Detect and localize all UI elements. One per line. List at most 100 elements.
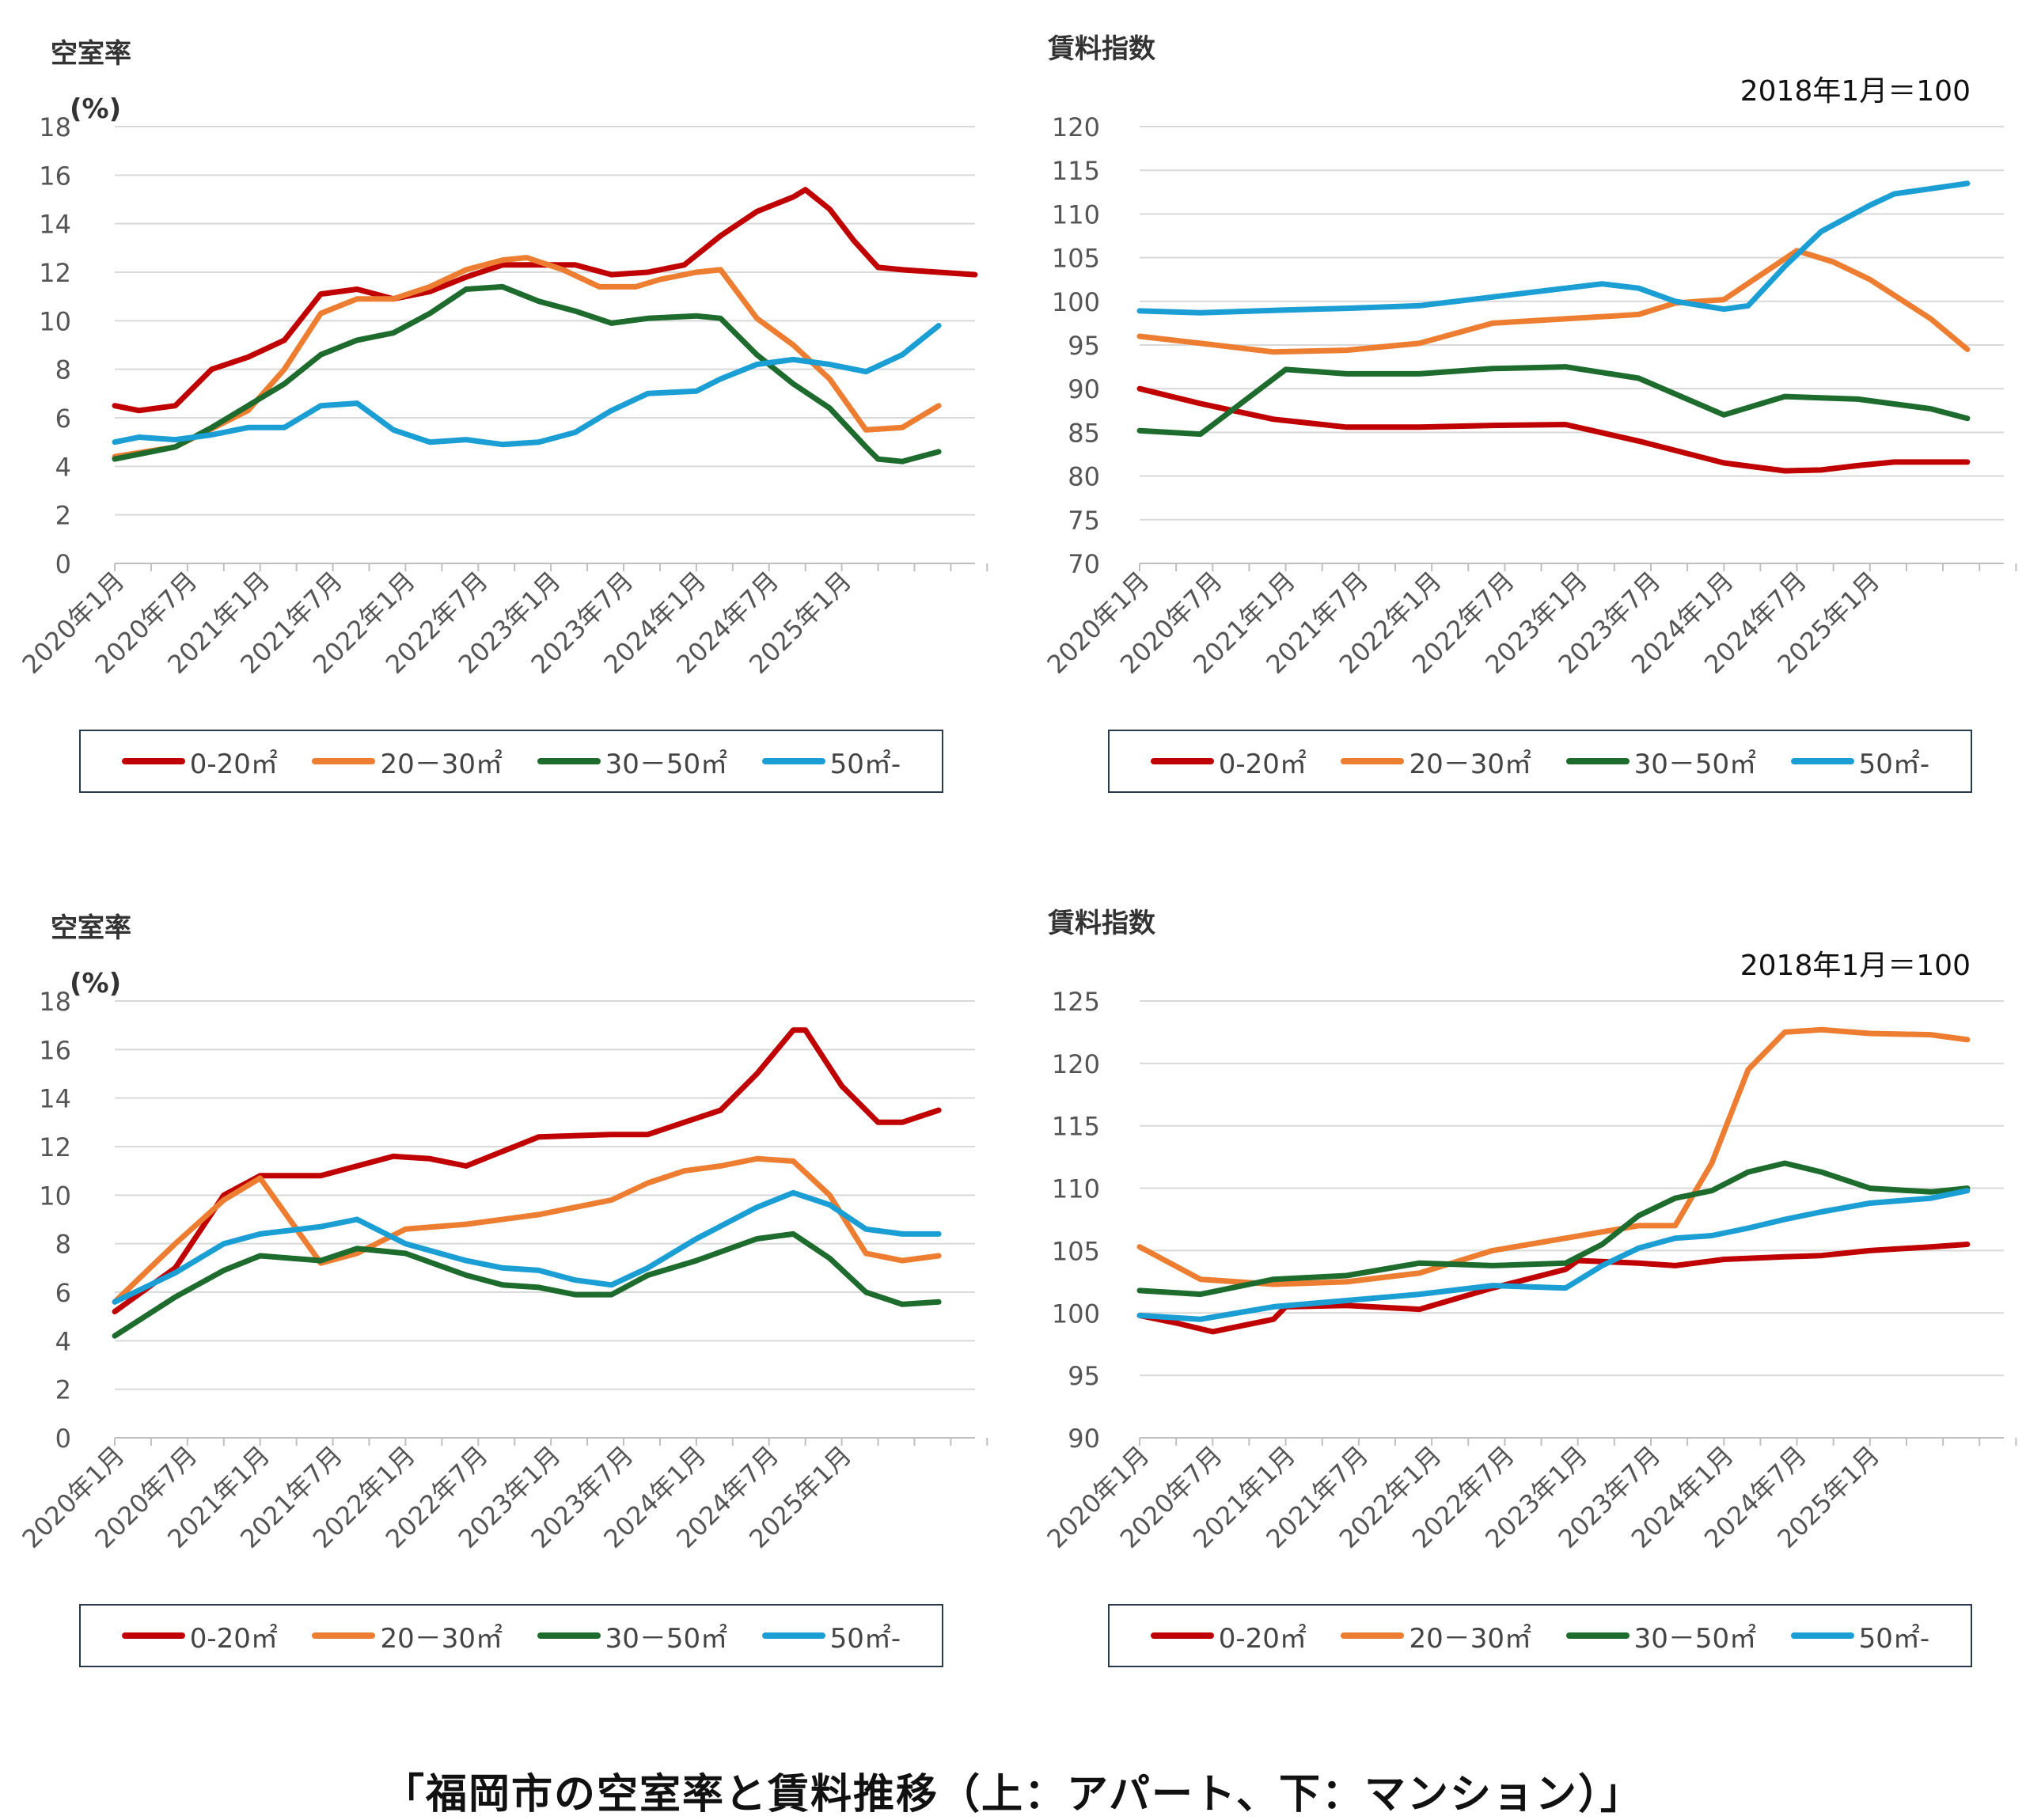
- legend-item: 30－50㎡: [537, 742, 728, 781]
- y-tick-label: 115: [1052, 156, 1100, 186]
- y-tick-label: 110: [1052, 1174, 1100, 1204]
- legend-item: 30－50㎡: [537, 1617, 728, 1655]
- y-tick-label: 2: [55, 1375, 71, 1405]
- legend-item: 30－50㎡: [1565, 742, 1757, 781]
- legend-swatch: [1565, 758, 1630, 764]
- legend-label: 0-20㎡: [1218, 1622, 1307, 1655]
- legend-swatch: [1341, 758, 1405, 764]
- y-tick-label: 110: [1052, 199, 1100, 229]
- legend-label: 50㎡-: [1858, 748, 1930, 780]
- legend-swatch: [121, 758, 185, 764]
- legend-item: 0-20㎡: [1150, 1617, 1307, 1655]
- y-tick-label: 6: [55, 1278, 71, 1308]
- legend-swatch: [1150, 758, 1214, 764]
- legend-swatch: [537, 1632, 601, 1639]
- panel-apt-vacancy: 空室率 (%) 0 2 4 6 8 10 12 14 16 18 2020年1月 2020年7月 202…: [0, 0, 1013, 870]
- legend: 0-20㎡ 20－30㎡ 30－50㎡ 50㎡-: [79, 1604, 943, 1667]
- y-tick-label: 12: [39, 1132, 71, 1162]
- y-tick-label: 85: [1068, 418, 1100, 448]
- y-tick-label: 14: [39, 210, 71, 240]
- legend-label: 30－50㎡: [1633, 748, 1757, 780]
- chart-title: 賃料指数: [1048, 33, 1155, 65]
- legend-label: 30－50㎡: [605, 1622, 728, 1655]
- chart-mansion-vacancy: 0246810121416182020年1月2020年7月2021年1月2021…: [17, 987, 988, 1554]
- unit-label: (%): [70, 968, 122, 999]
- unit-label: (%): [70, 93, 122, 125]
- legend-label: 50㎡-: [829, 748, 901, 780]
- y-tick-label: 125: [1052, 987, 1100, 1017]
- legend-item: 30－50㎡: [1565, 1617, 1757, 1655]
- y-tick-label: 120: [1052, 112, 1100, 142]
- y-tick-label: 2: [55, 501, 71, 531]
- series-line-1: [1136, 1026, 1971, 1287]
- y-tick-label: 12: [39, 258, 71, 288]
- panel-apt-rent: 賃料指数 2018年1月＝100 70 75 80 85 90 95 100 105 110 11…: [1013, 0, 2026, 870]
- legend-label: 20－30㎡: [380, 1622, 503, 1655]
- legend-label: 20－30㎡: [1409, 748, 1532, 780]
- legend-item: 20－30㎡: [312, 742, 503, 781]
- legend-item: 20－30㎡: [1341, 1617, 1531, 1655]
- y-tick-label: 14: [39, 1084, 71, 1114]
- legend-swatch: [312, 1632, 376, 1639]
- y-tick-label: 16: [39, 1035, 71, 1065]
- y-tick-label: 105: [1052, 244, 1100, 274]
- series-line-3: [112, 323, 942, 448]
- y-tick-label: 100: [1052, 287, 1100, 317]
- legend-item: 20－30㎡: [1341, 742, 1531, 781]
- series-line-1: [112, 255, 942, 460]
- legend: 0-20㎡ 20－30㎡ 30－50㎡ 50㎡-: [1108, 730, 1972, 793]
- y-tick-label: 105: [1052, 1236, 1100, 1266]
- series-line-2: [112, 1230, 942, 1339]
- legend-swatch: [761, 758, 825, 764]
- series-line-1: [112, 1155, 942, 1305]
- y-tick-label: 0: [55, 549, 71, 579]
- y-tick-label: 120: [1052, 1049, 1100, 1079]
- series-line-0: [1136, 385, 1971, 474]
- legend: 0-20㎡ 20－30㎡ 30－50㎡ 50㎡-: [79, 730, 943, 793]
- legend-label: 50㎡-: [829, 1622, 901, 1655]
- legend-label: 0-20㎡: [1218, 748, 1307, 780]
- chart-title: 賃料指数: [1048, 908, 1155, 939]
- series-line-1: [1136, 248, 1971, 355]
- legend-label: 30－50㎡: [1633, 1622, 1757, 1655]
- legend-item: 20－30㎡: [312, 1617, 503, 1655]
- legend-label: 0-20㎡: [189, 748, 278, 780]
- legend-swatch: [1790, 758, 1854, 764]
- legend-item: 50㎡-: [1790, 1617, 1929, 1655]
- series-line-0: [112, 1027, 942, 1314]
- legend-item: 50㎡-: [761, 742, 901, 781]
- index-base-note: 2018年1月＝100: [1740, 950, 1971, 982]
- legend-item: 50㎡-: [761, 1617, 901, 1655]
- legend-swatch: [1790, 1632, 1854, 1639]
- chart-apt-vacancy: 0246810121416182020年1月2020年7月2021年1月2021…: [17, 112, 988, 680]
- series-line-3: [1136, 1188, 1971, 1322]
- y-tick-label: 10: [39, 1181, 71, 1211]
- y-tick-label: 4: [55, 1326, 71, 1356]
- legend-swatch: [1565, 1632, 1630, 1639]
- y-tick-label: 8: [55, 355, 71, 385]
- legend-item: 0-20㎡: [121, 742, 278, 781]
- chart-apt-rent: 7075808590951001051101151202020年1月2020年7…: [1041, 112, 2017, 680]
- index-base-note: 2018年1月＝100: [1740, 75, 1971, 108]
- legend-label: 20－30㎡: [1409, 1622, 1532, 1655]
- legend-swatch: [121, 1632, 185, 1639]
- panel-mansion-rent: 賃料指数 2018年1月＝100 90 95 100 105 110 115 120 125 2…: [1013, 874, 2026, 1745]
- y-tick-label: 10: [39, 306, 71, 336]
- y-tick-label: 70: [1068, 549, 1100, 579]
- y-tick-label: 95: [1068, 1361, 1100, 1391]
- y-tick-label: 80: [1068, 462, 1100, 492]
- series-line-3: [1136, 180, 1971, 316]
- legend: 0-20㎡ 20－30㎡ 30－50㎡ 50㎡-: [1108, 1604, 1972, 1667]
- y-tick-label: 6: [55, 404, 71, 434]
- y-tick-label: 75: [1068, 506, 1100, 536]
- legend-swatch: [1150, 1632, 1214, 1639]
- y-tick-label: 90: [1068, 1424, 1100, 1454]
- y-tick-label: 95: [1068, 331, 1100, 361]
- legend-label: 30－50㎡: [605, 748, 728, 780]
- y-tick-label: 16: [39, 161, 71, 191]
- y-tick-label: 4: [55, 452, 71, 482]
- y-tick-label: 18: [39, 987, 71, 1017]
- legend-label: 0-20㎡: [189, 1622, 278, 1655]
- y-tick-label: 8: [55, 1230, 71, 1260]
- chart-mansion-rent: 90951001051101151201252020年1月2020年7月2021…: [1041, 987, 2017, 1554]
